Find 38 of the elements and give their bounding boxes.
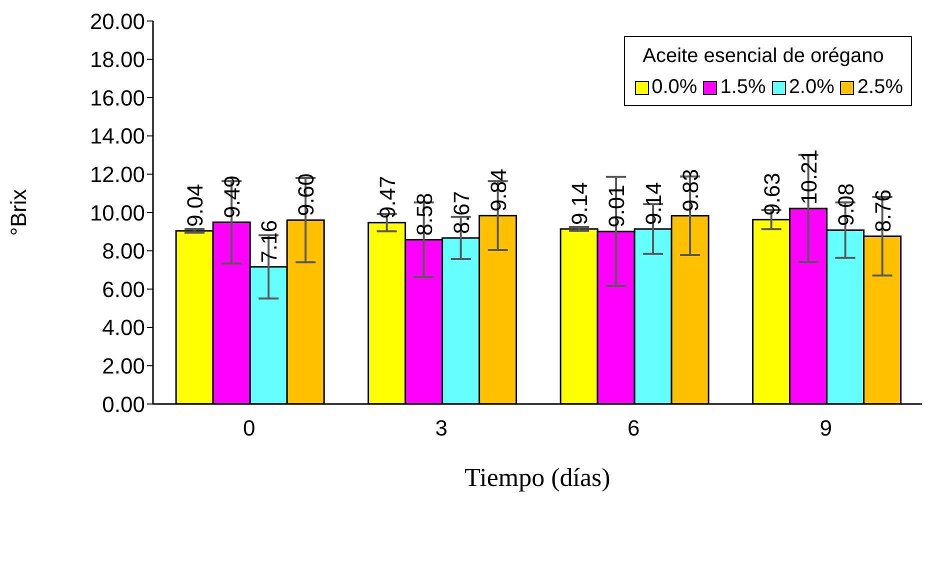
data-label: 9.63 [759, 172, 784, 216]
y-tick-label: 8.00 [102, 238, 145, 264]
data-label: 8.58 [412, 192, 437, 236]
x-tick-label: 3 [435, 416, 448, 441]
y-tick-label: 12.00 [90, 162, 145, 188]
data-label: 9.83 [678, 168, 704, 212]
data-label: 9.49 [220, 175, 245, 218]
legend-label: 2.0% [788, 76, 834, 99]
data-label: 9.14 [567, 182, 592, 225]
y-tick-label: 16.00 [90, 85, 145, 110]
data-label: 9.01 [604, 184, 630, 228]
legend-label: 0.0% [650, 76, 698, 99]
y-tick-label: 2.00 [102, 354, 145, 379]
y-tick-label: 6.00 [102, 276, 145, 302]
legend-label: 1.5% [719, 76, 766, 99]
data-label: 10.21 [796, 149, 822, 204]
data-label: 9.04 [182, 184, 208, 227]
legend-label: 2.5% [856, 76, 903, 99]
y-tick-label: 14.00 [90, 124, 145, 149]
legend-title: Aceite esencial de orégano [642, 45, 885, 68]
data-label: 9.60 [294, 173, 319, 216]
data-label: 7.16 [256, 220, 282, 263]
data-label: 8.76 [870, 189, 896, 232]
y-tick-label: 20.00 [90, 8, 145, 34]
data-label: 9.84 [486, 168, 511, 212]
y-tick-label: 4.00 [102, 315, 145, 340]
data-label: 9.14 [641, 182, 666, 225]
x-axis-title: Tiempo (días) [464, 463, 610, 492]
x-tick-label: 6 [628, 416, 640, 441]
y-axis-title: °Brix [6, 189, 31, 236]
data-label: 9.08 [833, 183, 858, 226]
x-tick-label: 0 [243, 416, 256, 441]
y-tick-label: 0.00 [102, 392, 145, 417]
data-label: 8.67 [448, 191, 474, 234]
data-label: 9.47 [374, 176, 400, 219]
x-tick-label: 9 [820, 416, 832, 441]
y-tick-label: 18.00 [90, 47, 145, 72]
y-tick-label: 10.00 [90, 200, 145, 226]
